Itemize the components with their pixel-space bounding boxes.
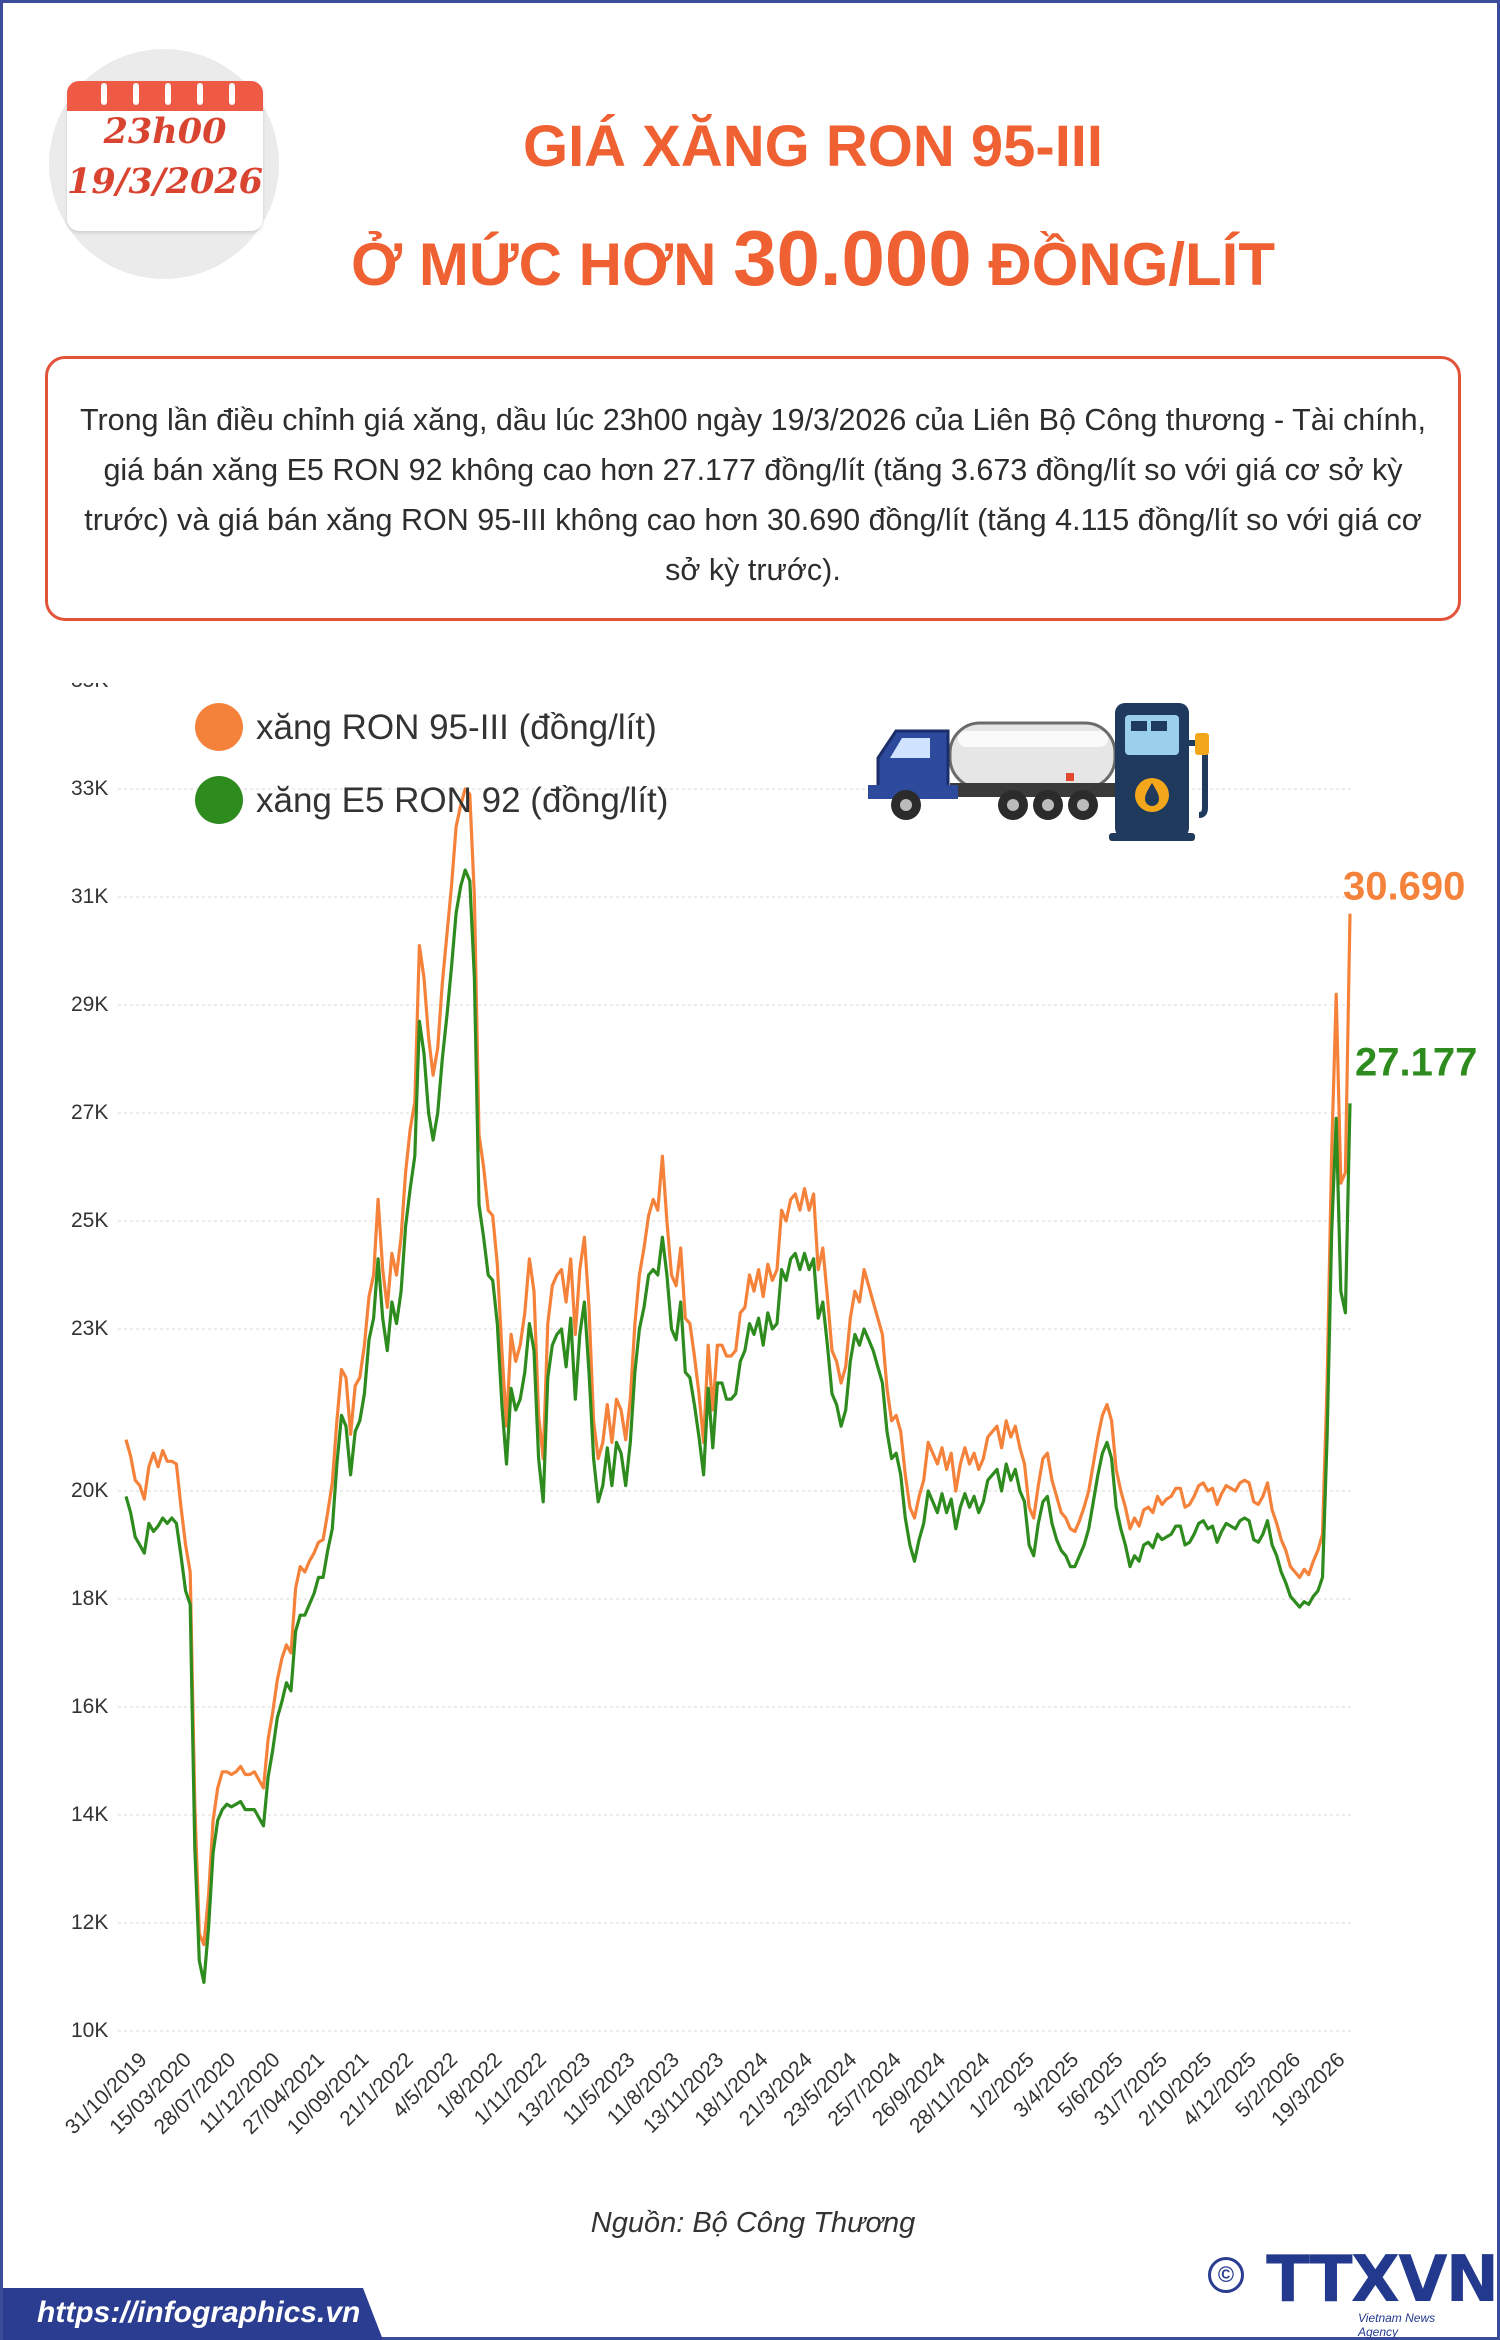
y-tick-label: 23K xyxy=(71,1317,108,1340)
chart-gridlines xyxy=(118,788,1351,2032)
price-line-chart: 10K12K14K16K18K20K23K25K27K29K31K33K35K … xyxy=(61,683,1477,2139)
y-tick-label: 29K xyxy=(71,993,108,1016)
copyright-icon: © xyxy=(1208,2257,1244,2293)
calendar-ring-icon xyxy=(195,81,205,107)
calendar-ring-icon xyxy=(131,81,141,107)
y-tick-label: 18K xyxy=(71,1587,108,1610)
logo-text: TTXVN xyxy=(1266,2243,1499,2317)
calendar-time: 23h00 xyxy=(103,111,227,152)
y-tick-label: 10K xyxy=(71,2019,108,2042)
ttxvn-logo: © TTXVN Vietnam News Agency xyxy=(1208,2243,1499,2339)
y-tick-label: 25K xyxy=(71,1209,108,1232)
y-tick-label: 31K xyxy=(71,885,108,908)
series-end-label: 27.177 xyxy=(1355,1040,1477,1084)
y-tick-label: 33K xyxy=(71,777,108,800)
series-line-ron95 xyxy=(124,787,1352,1947)
footer-url-link[interactable]: https://infographics.vn xyxy=(37,2296,361,2329)
calendar-ring-icon xyxy=(227,81,237,107)
page-title: GIÁ XĂNG RON 95-III xyxy=(522,114,1104,179)
y-tick-label: 27K xyxy=(71,1101,108,1124)
fuel-pump-icon xyxy=(1109,703,1209,841)
intro-box: Trong lần điều chỉnh giá xăng, dầu lúc 2… xyxy=(45,356,1461,621)
legend-marker xyxy=(195,703,243,751)
legend-marker xyxy=(195,776,243,824)
y-tick-label: 35K xyxy=(71,683,108,692)
page-subtitle: Ở MỨC HƠN 30.000 ĐỒNG/LÍT xyxy=(303,213,1323,304)
calendar-ring-icon xyxy=(99,81,109,107)
calendar-date: 19/3/2026 xyxy=(67,161,263,202)
subtitle-number: 30.000 xyxy=(733,214,972,302)
y-tick-label: 14K xyxy=(71,1803,108,1826)
subtitle-suffix: ĐỒNG/LÍT xyxy=(988,231,1275,298)
series-end-label: 30.690 xyxy=(1343,865,1465,909)
chart-series: 30.690 27.177 xyxy=(124,787,1477,1985)
series-line-e5ron92 xyxy=(124,868,1352,1985)
y-tick-label: 16K xyxy=(71,1695,108,1718)
y-axis-ticks: 10K 12K 14K 16K 18K 20K 23K 25K 27K 29K 31K 33K 35K xyxy=(71,683,108,2042)
legend-label: xăng RON 95-III (đồng/lít) xyxy=(256,708,657,747)
chart-legend: xăng RON 95-III (đồng/lít) xăng E5 RON 92… xyxy=(195,703,668,824)
x-axis-ticks: 31/10/201915/03/202028/07/202011/12/2020… xyxy=(61,2048,1350,2139)
calendar-ring-icon xyxy=(163,81,173,107)
calendar-badge: 23h00 19/3/2026 xyxy=(47,41,287,279)
subtitle-prefix: Ở MỨC HƠN xyxy=(350,231,717,298)
y-tick-label: 12K xyxy=(71,1911,108,1934)
y-tick-label: 20K xyxy=(71,1479,108,1502)
footer-bar: https://infographics.vn xyxy=(3,2288,383,2340)
logo-subtitle: Vietnam News Agency xyxy=(1358,2311,1436,2339)
legend-label: xăng E5 RON 92 (đồng/lít) xyxy=(256,781,668,820)
intro-text: Trong lần điều chỉnh giá xăng, dầu lúc 2… xyxy=(79,403,1427,587)
fuel-truck-icon xyxy=(868,721,1120,820)
source-note: Nguồn: Bộ Công Thương xyxy=(590,2207,916,2239)
